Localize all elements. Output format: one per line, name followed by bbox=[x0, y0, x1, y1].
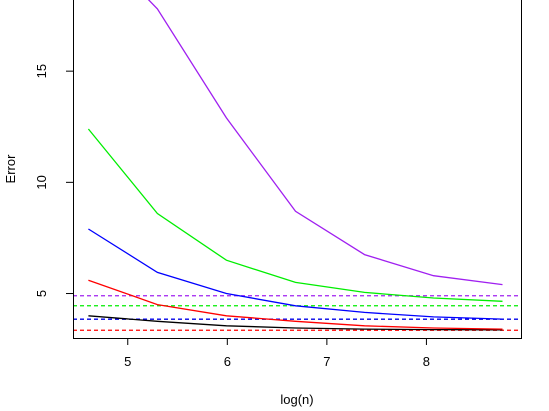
series-line bbox=[87, 128, 503, 302]
x-axis-label: log(n) bbox=[280, 392, 313, 407]
y-axis-label: Error bbox=[3, 154, 18, 184]
series-line bbox=[88, 315, 503, 331]
y-tick-label: 15 bbox=[34, 64, 49, 78]
series-line bbox=[88, 279, 503, 330]
x-tick-label: 7 bbox=[323, 354, 330, 369]
x-tick-label: 5 bbox=[124, 354, 131, 369]
x-tick-label: 8 bbox=[423, 354, 430, 369]
series-line bbox=[88, 228, 503, 320]
reference-lines bbox=[73, 295, 521, 331]
plot-frame bbox=[73, 0, 522, 339]
y-tick-label: 5 bbox=[34, 290, 49, 297]
series-line bbox=[147, 0, 503, 286]
y-tick-label: 10 bbox=[34, 175, 49, 189]
series-lines bbox=[87, 0, 503, 331]
y-axis: 5 10 15 bbox=[34, 64, 73, 297]
x-tick-label: 6 bbox=[224, 354, 231, 369]
x-axis: 5 6 7 8 bbox=[124, 338, 430, 369]
